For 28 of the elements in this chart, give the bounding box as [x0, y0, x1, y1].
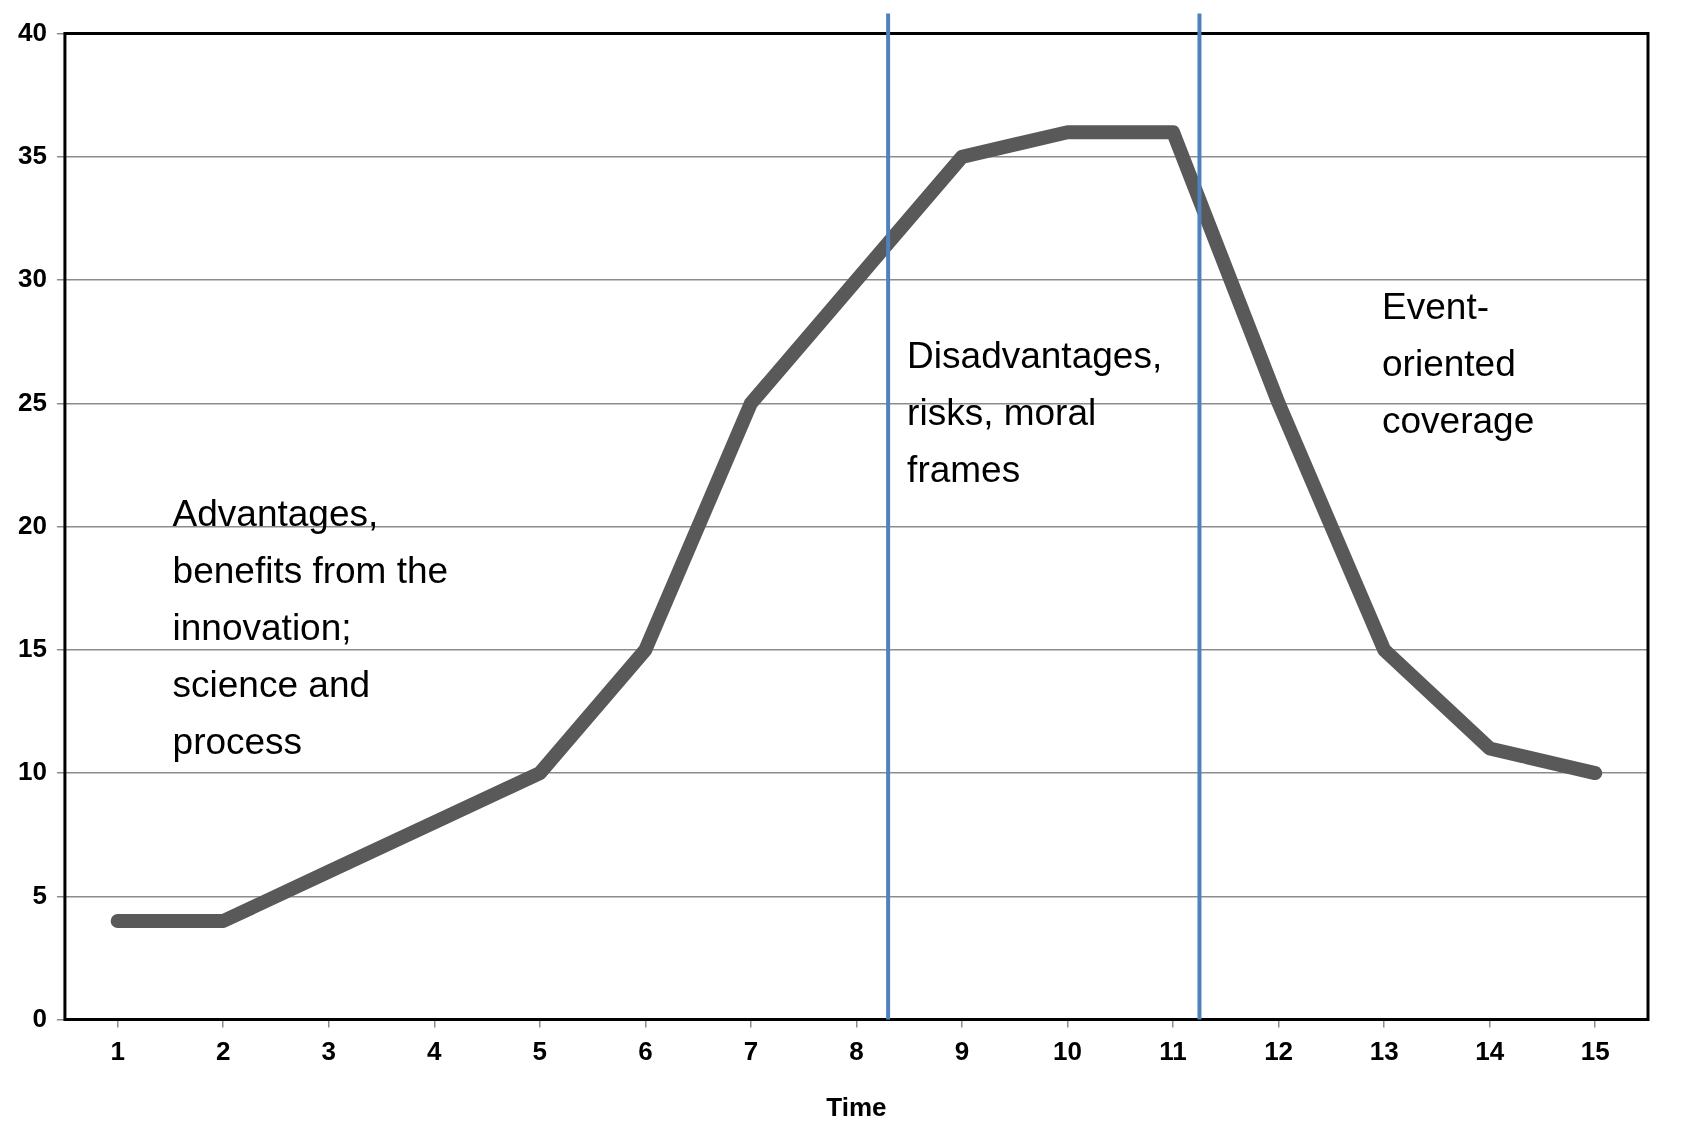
y-tick-label: 10: [18, 756, 47, 787]
x-tick-label: 4: [427, 1036, 443, 1067]
x-tick-label: 9: [954, 1036, 970, 1067]
x-tick-label: 10: [1053, 1036, 1082, 1067]
y-tick-label: 40: [18, 16, 47, 47]
x-tick-label: 8: [849, 1036, 864, 1067]
y-tick-label: 30: [18, 263, 47, 294]
x-tick-label: 2: [215, 1036, 231, 1067]
y-tick-label: 20: [18, 509, 47, 540]
y-tick-label: 25: [18, 386, 47, 417]
x-tick-label: 3: [321, 1036, 336, 1067]
x-tick-label: 11: [1159, 1036, 1187, 1067]
x-tick-label: 5: [532, 1036, 548, 1067]
x-tick-label: 12: [1264, 1036, 1294, 1067]
x-tick-label: 13: [1369, 1036, 1399, 1067]
annotation: Advantages, benefits from the innovation; science and process: [172, 492, 449, 762]
y-tick-label: 0: [32, 1002, 47, 1033]
x-tick-label: 7: [743, 1036, 759, 1067]
y-tick-label: 15: [18, 633, 47, 664]
annotation: Disadvantages, risks, moral frames: [907, 334, 1163, 490]
annotation: Event-oriented coverage: [1382, 285, 1535, 441]
x-tick-label: 1: [110, 1036, 125, 1067]
x-tick-label: 6: [638, 1036, 653, 1067]
x-tick-label: 14: [1475, 1036, 1505, 1067]
y-tick-label: 35: [18, 140, 47, 171]
x-axis-title: Time: [826, 1091, 887, 1122]
y-tick-label: 5: [32, 879, 47, 910]
x-tick-label: 15: [1580, 1036, 1610, 1067]
